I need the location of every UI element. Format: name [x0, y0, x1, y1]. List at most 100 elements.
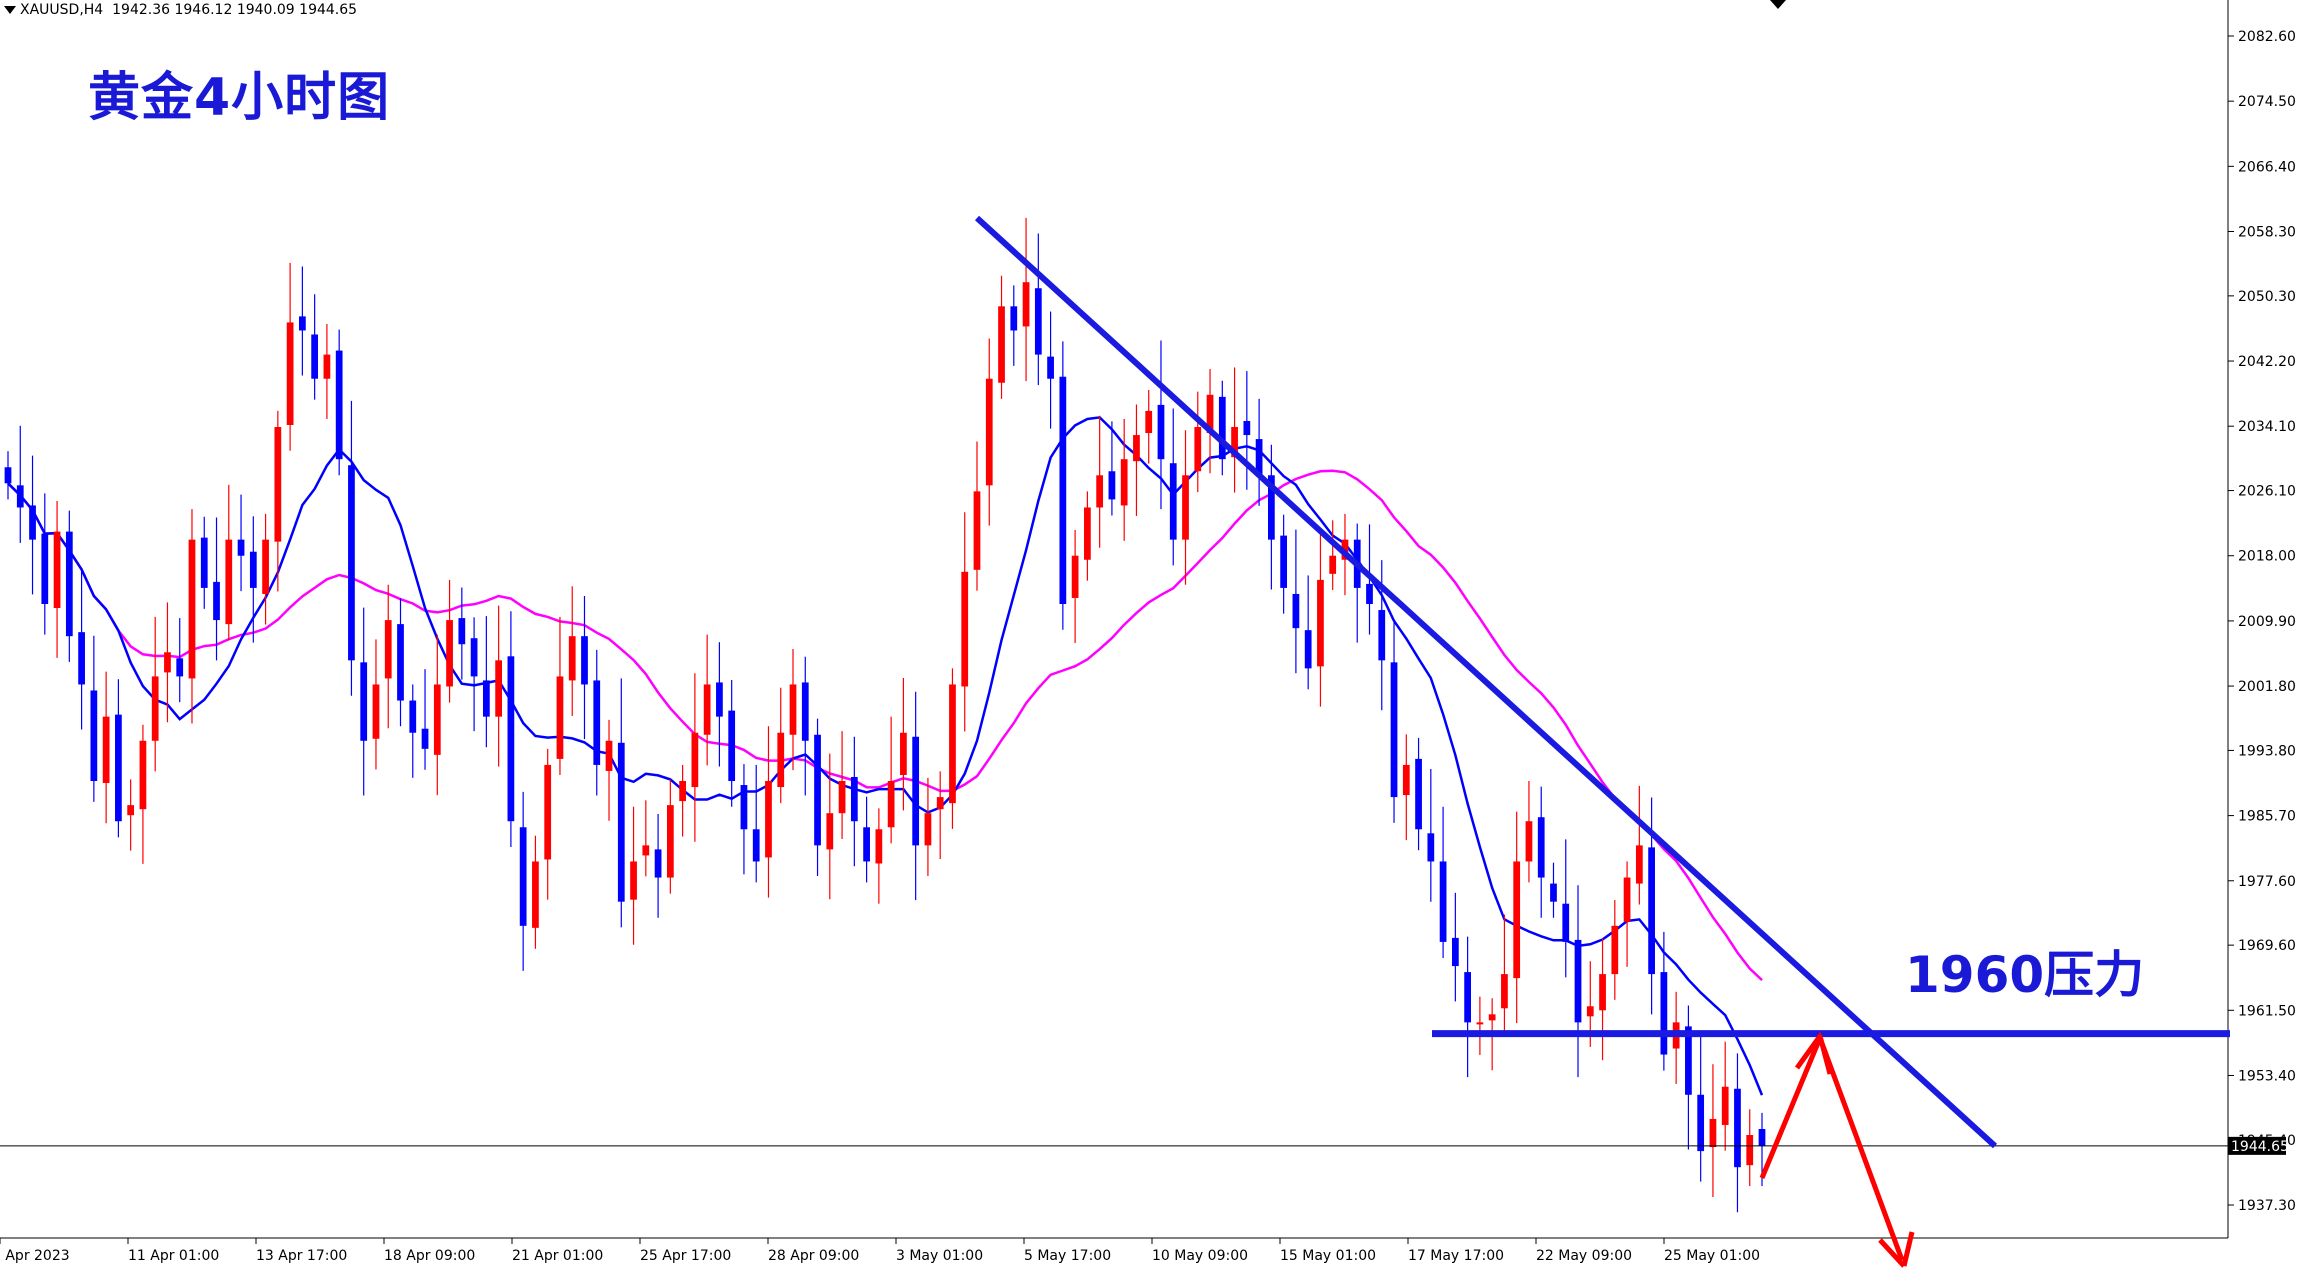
candle-body [900, 732, 907, 775]
y-tick-label: 1961.50 [2238, 1003, 2296, 1019]
candle-body [949, 684, 956, 804]
candle-body [863, 827, 870, 862]
candle-body [176, 658, 184, 677]
candle-body [262, 539, 269, 594]
candle-body [1317, 579, 1324, 667]
candle-body [1623, 877, 1631, 922]
candle-body [1059, 376, 1067, 605]
dropdown-triangle-icon[interactable] [4, 6, 16, 14]
candle-body [127, 805, 135, 816]
candle-body [16, 485, 24, 508]
candle-body [532, 861, 539, 928]
candle-body [1537, 817, 1545, 878]
candle-body [605, 740, 613, 771]
forecast-arrow-head-up [1794, 1034, 1833, 1075]
candle-body [666, 805, 674, 878]
candle-body [78, 632, 85, 685]
candle-body [912, 736, 920, 846]
candle-body [213, 581, 220, 621]
y-tick-label: 2009.90 [2238, 614, 2296, 630]
candle-body [102, 716, 110, 784]
candle-body [299, 316, 306, 331]
y-tick-label: 1977.60 [2238, 874, 2296, 890]
candles [4, 217, 1766, 1213]
candle-body [1525, 821, 1533, 862]
x-tick-label: 15 May 01:00 [1280, 1248, 1376, 1264]
candle-body [581, 636, 588, 685]
candle-body [1218, 396, 1226, 460]
y-tick-label: 1993.80 [2238, 743, 2296, 759]
candle-body [495, 660, 503, 717]
candle-body [1231, 427, 1238, 458]
candle-body [1329, 555, 1337, 574]
candle-body [372, 684, 380, 739]
downtrend-line [974, 215, 1998, 1149]
x-tick-label: 13 Apr 17:00 [256, 1248, 347, 1264]
candle-body [1660, 972, 1668, 1055]
candle-body [1464, 972, 1471, 1023]
candle-body [1292, 593, 1300, 629]
candle-body [446, 620, 453, 687]
y-tick-label: 1937.30 [2238, 1198, 2296, 1214]
y-tick-label: 2066.40 [2238, 159, 2296, 175]
candle-body [814, 734, 821, 846]
candle-body [1022, 282, 1030, 327]
candle-body [1476, 1022, 1484, 1025]
candle-body [249, 551, 257, 588]
candle-body [225, 539, 233, 625]
x-tick-label: 5 Apr 2023 [0, 1248, 70, 1264]
y-tick-label: 2034.10 [2238, 419, 2296, 435]
candle-body [777, 732, 785, 788]
candle-body [1243, 420, 1251, 436]
x-tick-label: 28 Apr 09:00 [768, 1248, 859, 1264]
candle-body [1501, 974, 1508, 1009]
candle-body [1157, 404, 1165, 460]
candle-body [335, 350, 343, 460]
candle-body [752, 829, 760, 862]
drawings [0, 215, 2230, 1268]
candle-body [1439, 861, 1447, 942]
candle-body [1746, 1135, 1754, 1166]
candle-body [924, 813, 932, 846]
candle-body [115, 714, 122, 822]
candle-body [679, 781, 686, 802]
slow-moving-average-line [7, 469, 1763, 982]
candle-body [311, 334, 319, 379]
candle-body [654, 849, 662, 878]
candle-body [617, 742, 625, 902]
candle-body [1120, 459, 1128, 506]
candle-body [630, 861, 637, 900]
current-price-tag [2228, 1136, 2286, 1155]
candle-body [384, 620, 392, 679]
candle-body [274, 427, 282, 542]
y-tick-label: 1953.40 [2238, 1068, 2296, 1084]
forecast-arrow-path [1759, 1031, 1905, 1261]
y-tick-label: 1985.70 [2238, 809, 2296, 825]
candle-body [348, 465, 355, 661]
candle-body [1034, 288, 1042, 355]
candle-body [1194, 427, 1202, 472]
x-tick-label: 3 May 01:00 [896, 1248, 983, 1264]
candle-body [556, 676, 564, 759]
candle-body [1586, 1006, 1594, 1017]
candle-body [519, 827, 527, 926]
candle-body [973, 491, 981, 570]
y-tick-label: 2082.60 [2238, 29, 2296, 45]
candle-body [850, 776, 858, 822]
candle-body [1047, 356, 1054, 379]
candle-body [703, 684, 711, 735]
candle-body [1169, 463, 1177, 540]
candle-body [568, 636, 576, 681]
candle-body [1366, 583, 1373, 605]
candle-body [482, 680, 490, 717]
candle-body [1267, 475, 1275, 540]
candle-body [1721, 1086, 1729, 1125]
forecast-arrow-head-down [1878, 1231, 1915, 1268]
y-tick-label: 2026.10 [2238, 484, 2296, 500]
y-tick-label: 2050.30 [2238, 289, 2296, 305]
candle-body [1010, 306, 1018, 331]
candle-body [1182, 475, 1189, 540]
candle-body [1206, 394, 1214, 434]
candle-body [200, 537, 208, 588]
